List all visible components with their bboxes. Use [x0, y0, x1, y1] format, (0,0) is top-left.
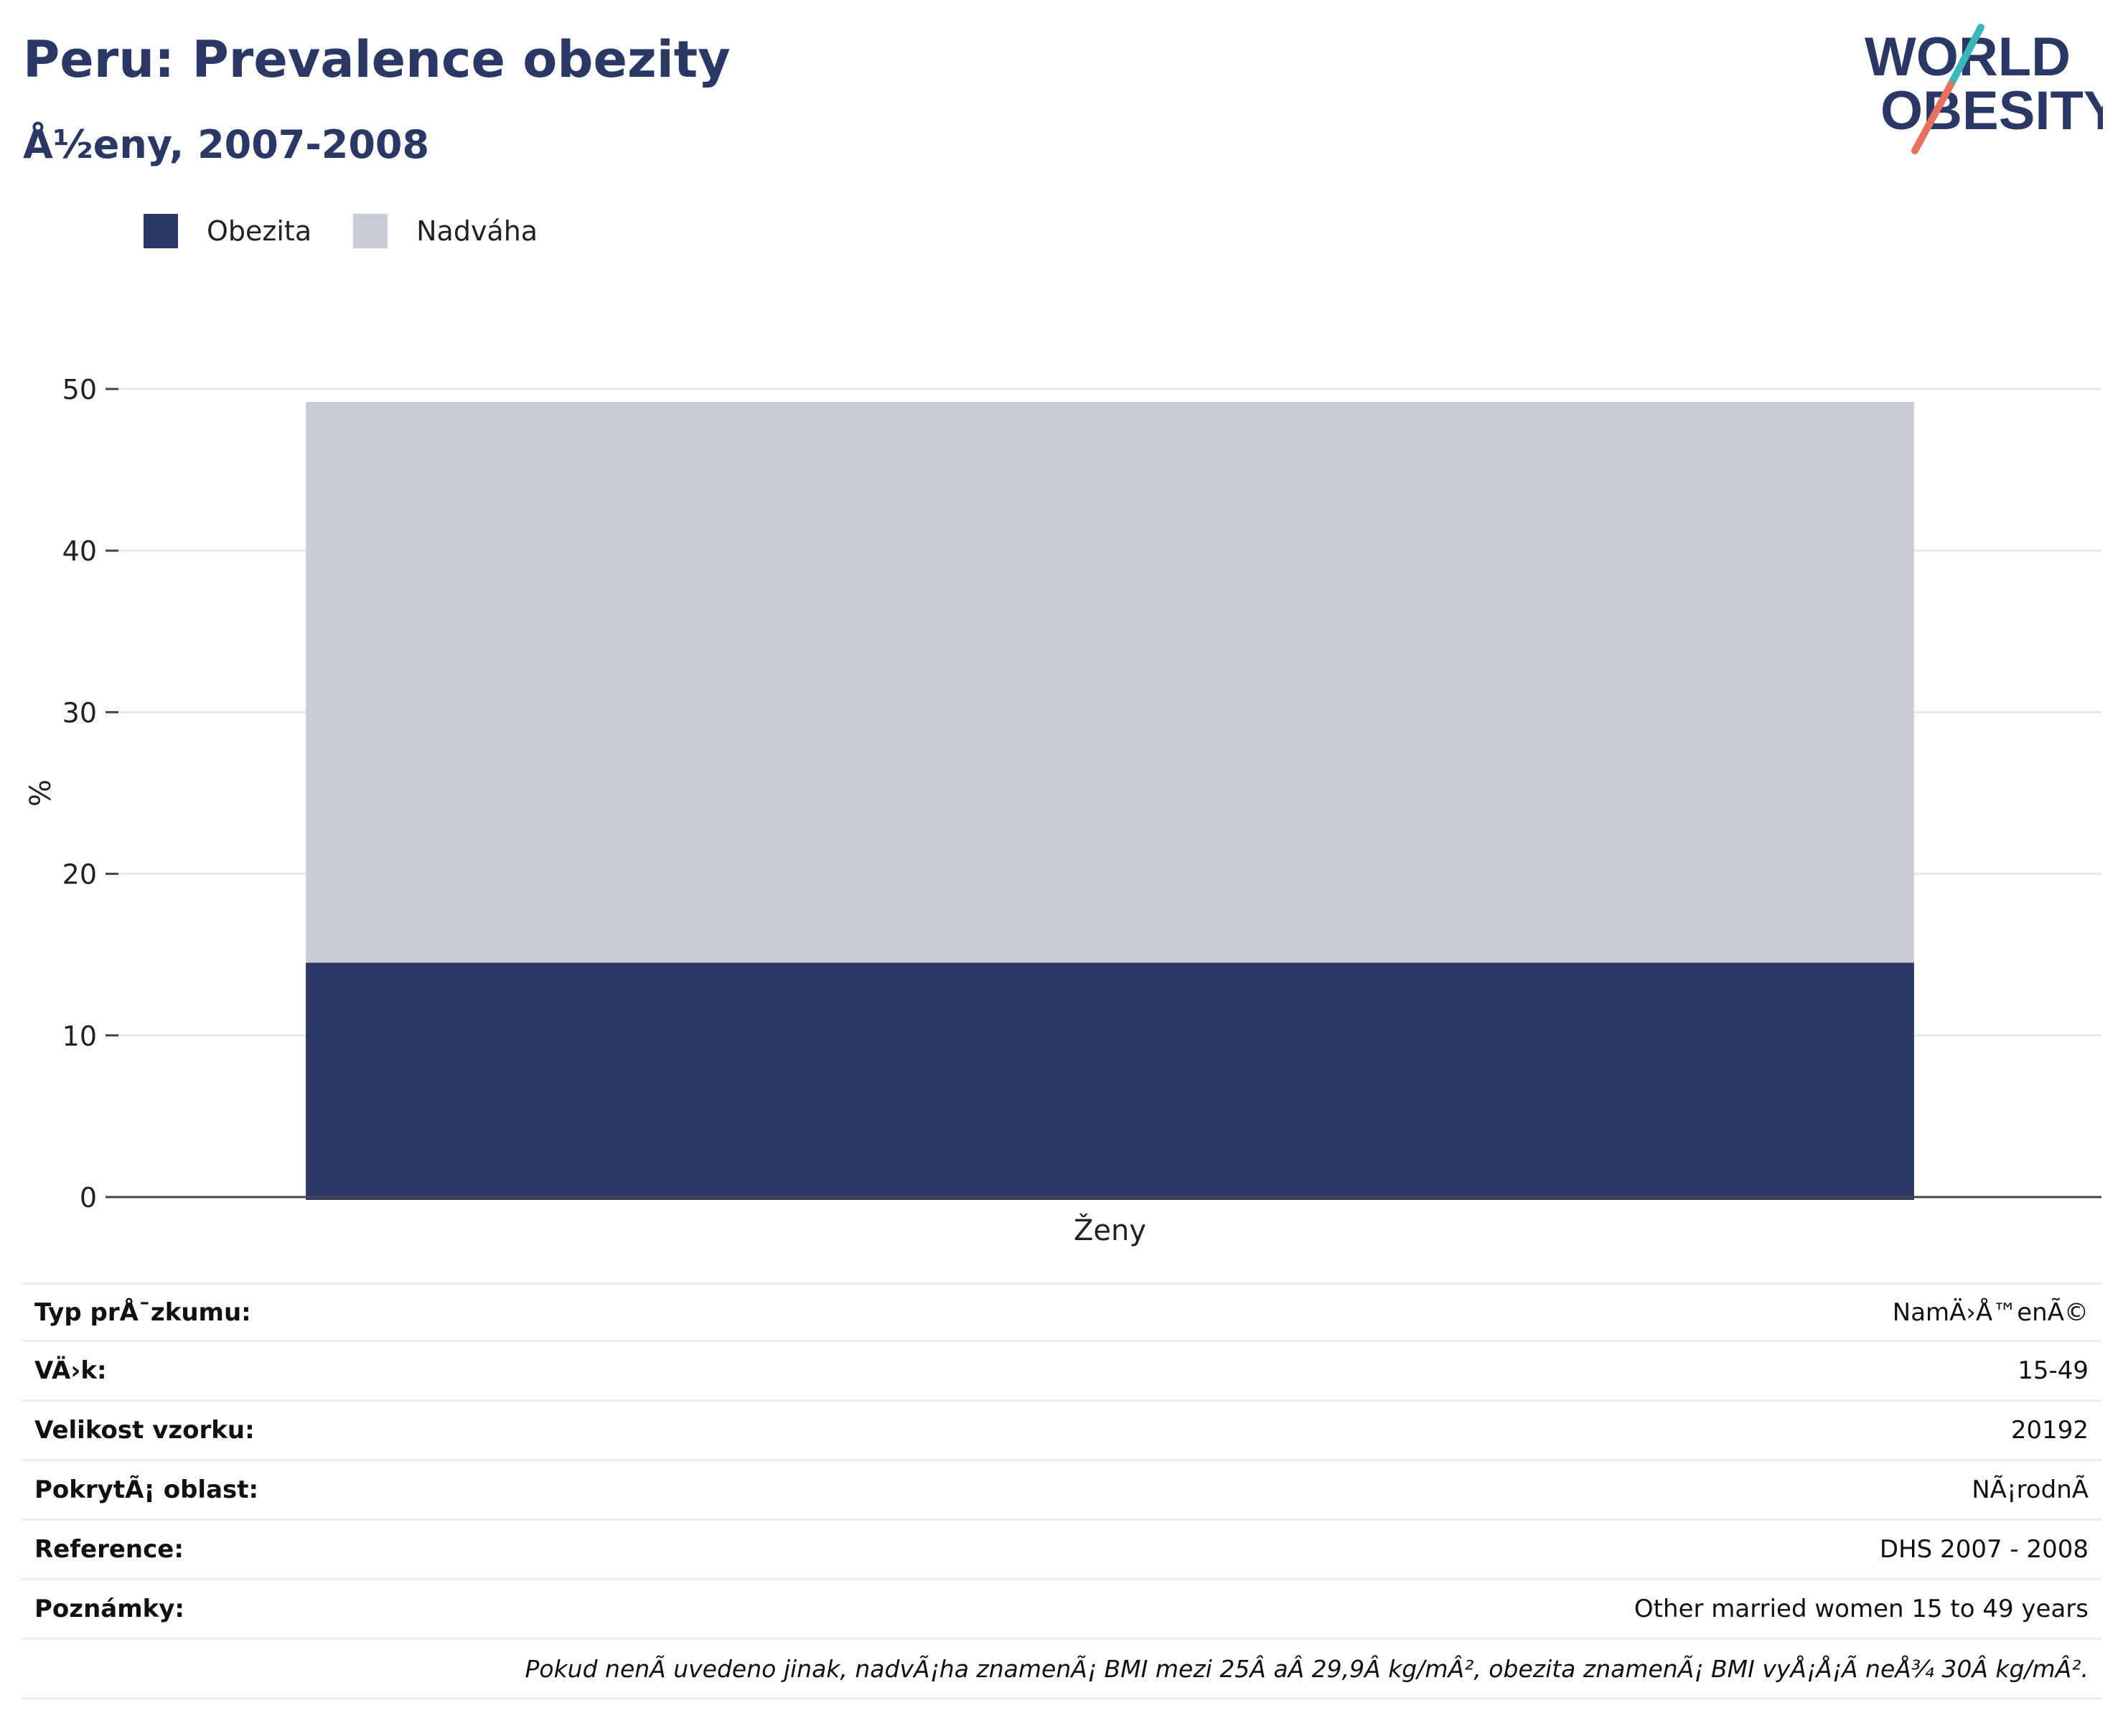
info-value: DHS 2007 - 2008	[1879, 1535, 2089, 1564]
info-value: 20192	[2010, 1416, 2089, 1445]
info-value: NÃ¡rodnÃ	[1972, 1475, 2089, 1504]
legend-label-obezita: Obezita	[207, 215, 312, 247]
y-tick-label: 50	[62, 374, 97, 405]
y-tick-label: 20	[62, 859, 97, 891]
bmi-footnote: Pokud nenÃ uvedeno jinak, nadvÃ¡ha zname…	[22, 1640, 2101, 1699]
info-label: Poznámky:	[34, 1595, 185, 1623]
y-tick-label: 30	[62, 697, 97, 728]
info-value: Other married women 15 to 49 years	[1634, 1595, 2089, 1623]
bar-chart: 0 10 20 30 40 50% Ženy	[24, 374, 2101, 1247]
bar-segment-obezita	[306, 962, 1914, 1200]
logo-line2: OBESITY	[1880, 80, 2103, 141]
bar-segment-nadv-ha	[306, 402, 1914, 963]
y-tick-label: 0	[80, 1182, 97, 1214]
legend-swatch-obezita	[144, 214, 178, 248]
info-row-survey-type: Typ prÅ¯zkumu: NamÄ›Å™enÃ©	[22, 1282, 2101, 1342]
legend-item-nadvaha[interactable]: Nadváha	[353, 214, 538, 248]
info-label: PokrytÃ¡ oblast:	[34, 1475, 259, 1504]
survey-info-table: Typ prÅ¯zkumu: NamÄ›Å™enÃ© VÄ›k: 15-49 V…	[22, 1282, 2101, 1699]
page-title: Peru: Prevalence obezity	[23, 30, 731, 89]
y-tick-label: 40	[62, 535, 97, 567]
info-label: Velikost vzorku:	[34, 1416, 255, 1445]
info-row-coverage: PokrytÃ¡ oblast: NÃ¡rodnÃ	[22, 1461, 2101, 1521]
info-label: VÄ›k:	[34, 1356, 107, 1385]
info-label: Reference:	[34, 1535, 184, 1564]
world-obesity-logo: WORLD OBESITY	[1865, 24, 2103, 154]
legend-label-nadvaha: Nadváha	[416, 215, 538, 247]
info-row-age: VÄ›k: 15-49	[22, 1342, 2101, 1402]
info-row-notes: Poznámky: Other married women 15 to 49 y…	[22, 1580, 2101, 1640]
info-row-sample-size: Velikost vzorku: 20192	[22, 1402, 2101, 1461]
y-tick-label: 10	[62, 1021, 97, 1052]
page-subtitle: Å½eny, 2007-2008	[23, 122, 430, 167]
y-axis-label: %	[24, 779, 57, 807]
x-tick-label: Ženy	[1074, 1213, 1146, 1247]
info-row-reference: Reference: DHS 2007 - 2008	[22, 1521, 2101, 1580]
logo-slash-teal	[1947, 24, 1984, 88]
legend-swatch-nadvaha	[353, 214, 388, 248]
chart-legend: Obezita Nadváha	[144, 214, 579, 248]
legend-item-obezita[interactable]: Obezita	[144, 214, 311, 248]
logo-slash-coral	[1911, 81, 1954, 154]
info-value: 15-49	[2017, 1356, 2089, 1385]
info-value: NamÄ›Å™enÃ©	[1892, 1298, 2089, 1327]
info-label: Typ prÅ¯zkumu:	[34, 1298, 251, 1327]
